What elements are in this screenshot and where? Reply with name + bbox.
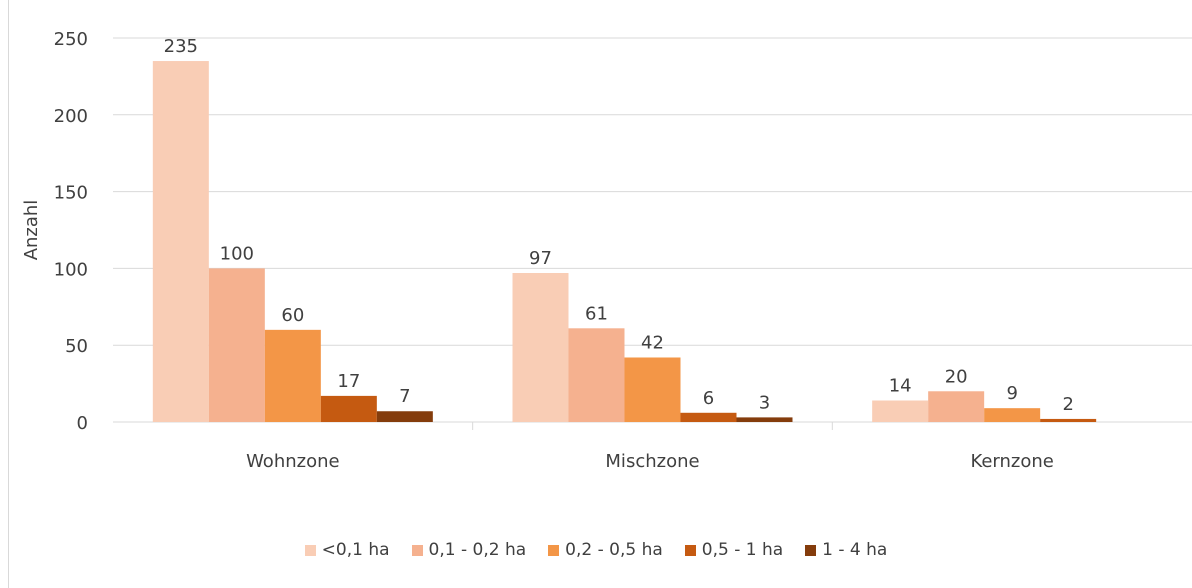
bar <box>152 61 209 422</box>
bar <box>984 408 1041 422</box>
data-label: 42 <box>641 332 664 353</box>
x-tick-label: Mischzone <box>605 451 699 472</box>
legend-item: 0,1 - 0,2 ha <box>411 540 527 560</box>
x-tick-label: Kernzone <box>970 451 1053 472</box>
y-tick-label: 100 <box>54 259 88 280</box>
bar-chart: 0 50 100 150 200 250 Anzahl Wohnzone Mischzone Ke… <box>21 29 1192 472</box>
bar <box>736 417 793 422</box>
legend-swatch <box>411 544 423 556</box>
y-tick-label: 150 <box>54 183 88 204</box>
data-label: 235 <box>164 36 198 57</box>
legend: <0,1 ha 0,1 - 0,2 ha 0,2 - 0,5 ha 0,5 - 1 h… <box>0 538 1192 562</box>
data-label: 9 <box>1006 383 1017 404</box>
legend-swatch <box>548 544 560 556</box>
legend-item: 0,5 - 1 ha <box>684 540 784 560</box>
legend-label: 0,5 - 1 ha <box>701 540 784 560</box>
legend-label: 1 - 4 ha <box>822 540 888 560</box>
y-tick-label: 50 <box>65 336 88 357</box>
legend-item: <0,1 ha <box>304 540 390 560</box>
legend-item: 1 - 4 ha <box>805 540 887 560</box>
bar <box>512 273 569 422</box>
legend-label: 0,2 - 0,5 ha <box>565 540 663 560</box>
y-tick-label: 0 <box>77 413 88 434</box>
bar <box>1040 418 1097 422</box>
legend-item: 0,2 - 0,5 ha <box>548 540 663 560</box>
bar <box>208 268 265 422</box>
y-tick-label: 200 <box>54 106 88 127</box>
data-label: 61 <box>585 303 608 324</box>
bar <box>680 412 737 422</box>
data-label: 3 <box>759 392 770 413</box>
data-label: 17 <box>337 371 360 392</box>
data-label: 14 <box>889 375 912 396</box>
x-tick-label: Wohnzone <box>246 451 340 472</box>
legend-label: <0,1 ha <box>321 540 390 560</box>
bar <box>264 329 321 422</box>
y-axis-label: Anzahl <box>21 200 42 261</box>
legend-label: 0,1 - 0,2 ha <box>428 540 527 560</box>
data-label: 2 <box>1062 394 1073 415</box>
bar <box>376 411 433 422</box>
legend-swatch <box>684 544 696 556</box>
data-label: 100 <box>220 243 254 264</box>
data-label: 60 <box>281 305 304 326</box>
bar <box>320 395 377 422</box>
data-label: 97 <box>529 248 552 269</box>
bar <box>568 328 625 422</box>
data-label: 6 <box>703 388 714 409</box>
bar <box>624 357 681 422</box>
chart-border <box>8 0 9 588</box>
y-tick-label: 250 <box>54 29 88 50</box>
legend-swatch <box>304 544 316 556</box>
data-label: 20 <box>945 366 968 387</box>
bar <box>872 400 929 422</box>
bar <box>928 391 985 422</box>
legend-swatch <box>805 544 817 556</box>
data-label: 7 <box>399 386 410 407</box>
